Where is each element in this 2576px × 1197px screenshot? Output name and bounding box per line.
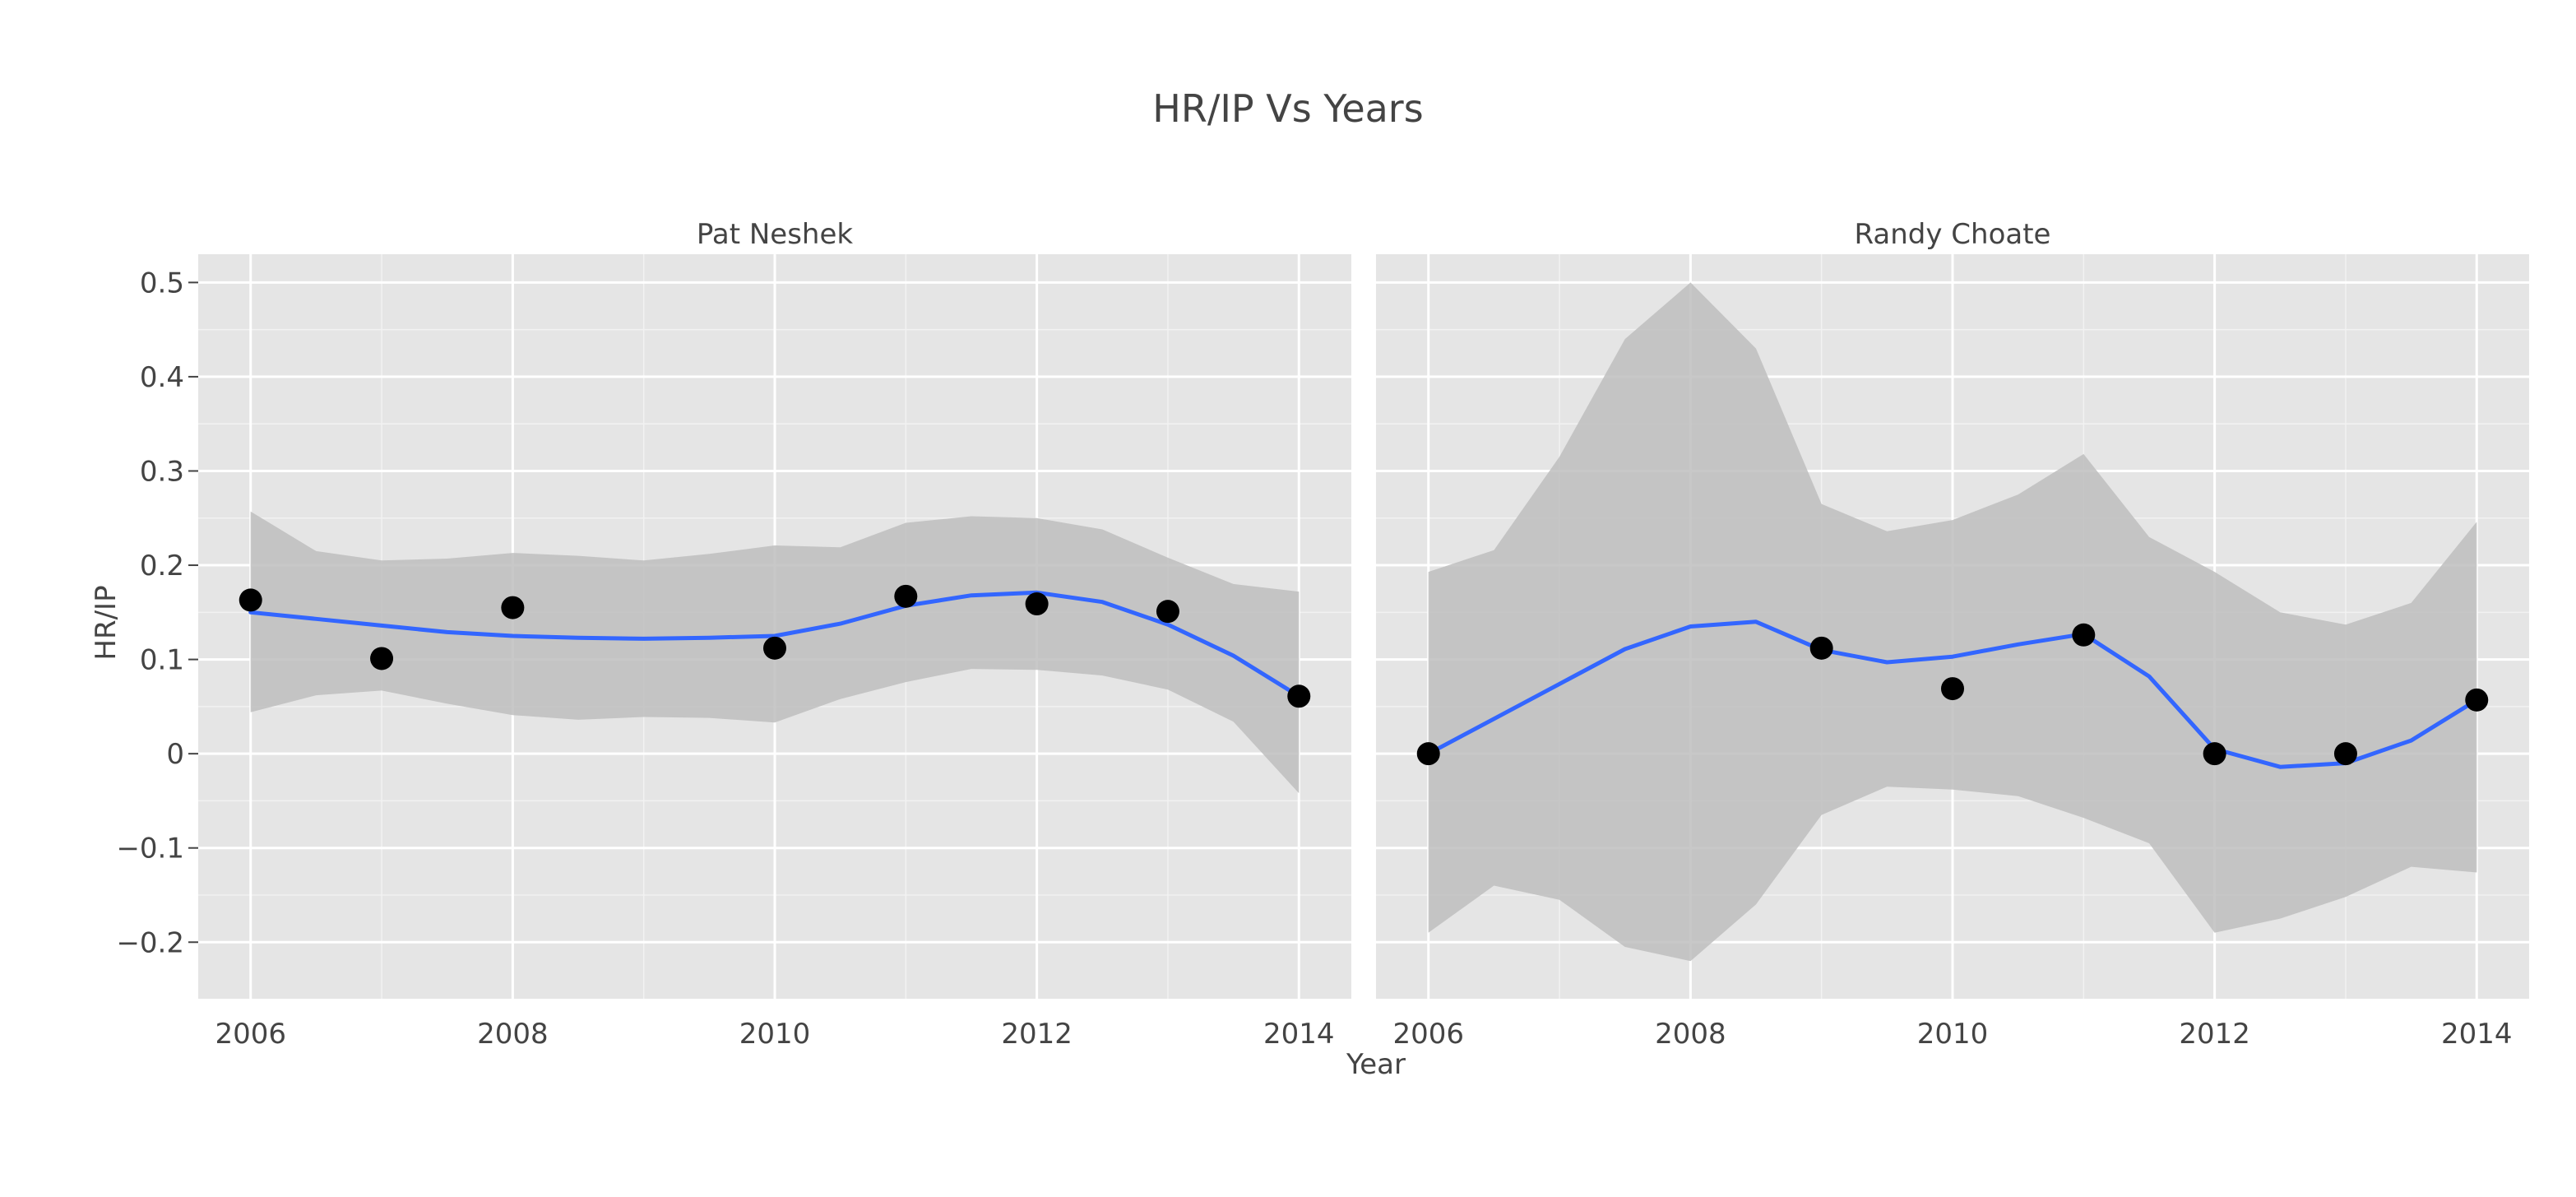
y-tick-label: −0.2 bbox=[116, 926, 184, 959]
chart-title: HR/IP Vs Years bbox=[1152, 86, 1423, 131]
y-tick-label: −0.1 bbox=[116, 833, 184, 865]
data-point bbox=[2333, 742, 2357, 766]
data-point bbox=[2072, 623, 2096, 647]
data-point bbox=[894, 584, 918, 608]
x-tick-label: 2010 bbox=[739, 1018, 811, 1051]
y-tick-label: 0.5 bbox=[140, 267, 184, 299]
y-axis-title: HR/IP bbox=[90, 585, 123, 660]
data-point bbox=[501, 596, 525, 619]
data-point bbox=[1025, 592, 1049, 616]
x-tick-label: 2006 bbox=[215, 1018, 286, 1051]
y-tick-label: 0 bbox=[166, 738, 184, 771]
data-point bbox=[763, 636, 786, 660]
y-axis: −0.2 −0.1 0 0.1 0.2 0.3 0.4 0.5 bbox=[116, 267, 198, 959]
data-point bbox=[2203, 742, 2226, 766]
smooth-line bbox=[1426, 619, 2479, 769]
y-tick-label: 0.2 bbox=[140, 550, 184, 582]
confidence-ribbon bbox=[1428, 282, 2477, 962]
x-tick-label: 2012 bbox=[1001, 1018, 1073, 1051]
x-tick-label: 2012 bbox=[2179, 1018, 2250, 1051]
panel-1: Pat Neshek 2006 2008 2010 2012 2014 bbox=[198, 218, 1351, 1051]
data-point bbox=[1416, 742, 1440, 766]
data-point bbox=[239, 588, 262, 612]
y-tick-label: 0.1 bbox=[140, 644, 184, 677]
x-tick-label: 2006 bbox=[1392, 1018, 1464, 1051]
y-tick-label: 0.3 bbox=[140, 455, 184, 488]
smooth-line bbox=[248, 590, 1301, 698]
x-tick-label: 2014 bbox=[1263, 1018, 1335, 1051]
facet-label: Pat Neshek bbox=[697, 218, 853, 251]
facet-label: Randy Choate bbox=[1855, 218, 2051, 251]
panel-2: Randy Choate 2006 2008 2010 2012 2014 bbox=[1376, 218, 2529, 1051]
x-tick-label: 2008 bbox=[477, 1018, 549, 1051]
data-point bbox=[1287, 684, 1311, 708]
x-tick-label: 2014 bbox=[2441, 1018, 2513, 1051]
data-point bbox=[1941, 677, 1964, 701]
data-point bbox=[1809, 636, 1833, 660]
x-axis-title: Year bbox=[1346, 1048, 1406, 1081]
y-tick-label: 0.4 bbox=[140, 361, 184, 394]
x-tick-label: 2010 bbox=[1917, 1018, 1989, 1051]
x-tick-label: 2008 bbox=[1655, 1018, 1726, 1051]
data-point bbox=[1156, 600, 1179, 624]
data-point bbox=[2465, 688, 2489, 712]
data-point bbox=[370, 647, 394, 670]
